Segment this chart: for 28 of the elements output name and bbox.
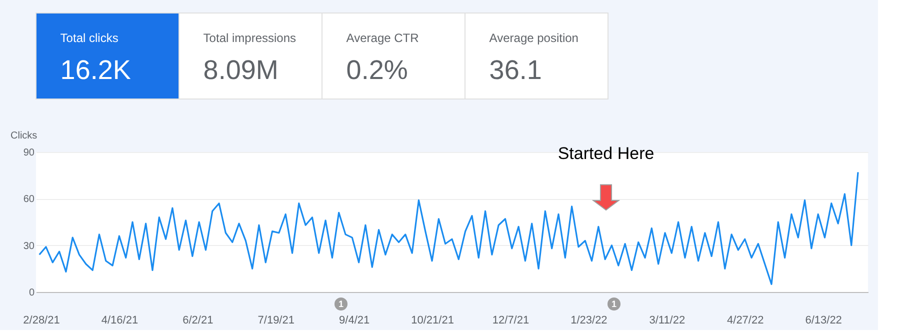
x-tick-label: 9/4/21: [339, 314, 370, 326]
line-series: [38, 171, 859, 286]
x-tick-label: 4/16/21: [101, 314, 138, 326]
y-tick-label: 60: [23, 194, 35, 206]
text: Total clicks: [60, 31, 118, 45]
annotation: Started Here: [558, 144, 654, 163]
x-tick-label: 3/11/22: [649, 314, 686, 326]
y-tick-label: 0: [28, 288, 35, 298]
x-tick-label: 7/19/21: [258, 314, 294, 326]
text: Average position: [489, 31, 578, 45]
text: 1: [338, 299, 344, 309]
text: 8.09M: [203, 55, 278, 85]
y-tick-label: 90: [23, 148, 35, 158]
text: 1: [611, 299, 617, 309]
y-axis-title: Clicks: [10, 130, 38, 142]
text: 36.1: [489, 55, 542, 85]
text: Total impressions: [203, 31, 296, 45]
x-tick-label: 1/23/22: [570, 314, 608, 326]
text: 16.2K: [60, 55, 131, 85]
x-tick-label: 6/2/21: [182, 314, 214, 326]
text: 0.2%: [346, 55, 408, 85]
y-tick-label: 30: [23, 240, 35, 252]
x-tick-label: 2/28/21: [23, 314, 60, 326]
x-tick-label: 10/21/21: [411, 314, 454, 326]
x-tick-label: 4/27/22: [727, 314, 764, 326]
x-tick-label: 6/13/22: [805, 314, 842, 326]
text: Average CTR: [346, 31, 420, 45]
x-tick-label: 12/7/21: [492, 314, 530, 326]
